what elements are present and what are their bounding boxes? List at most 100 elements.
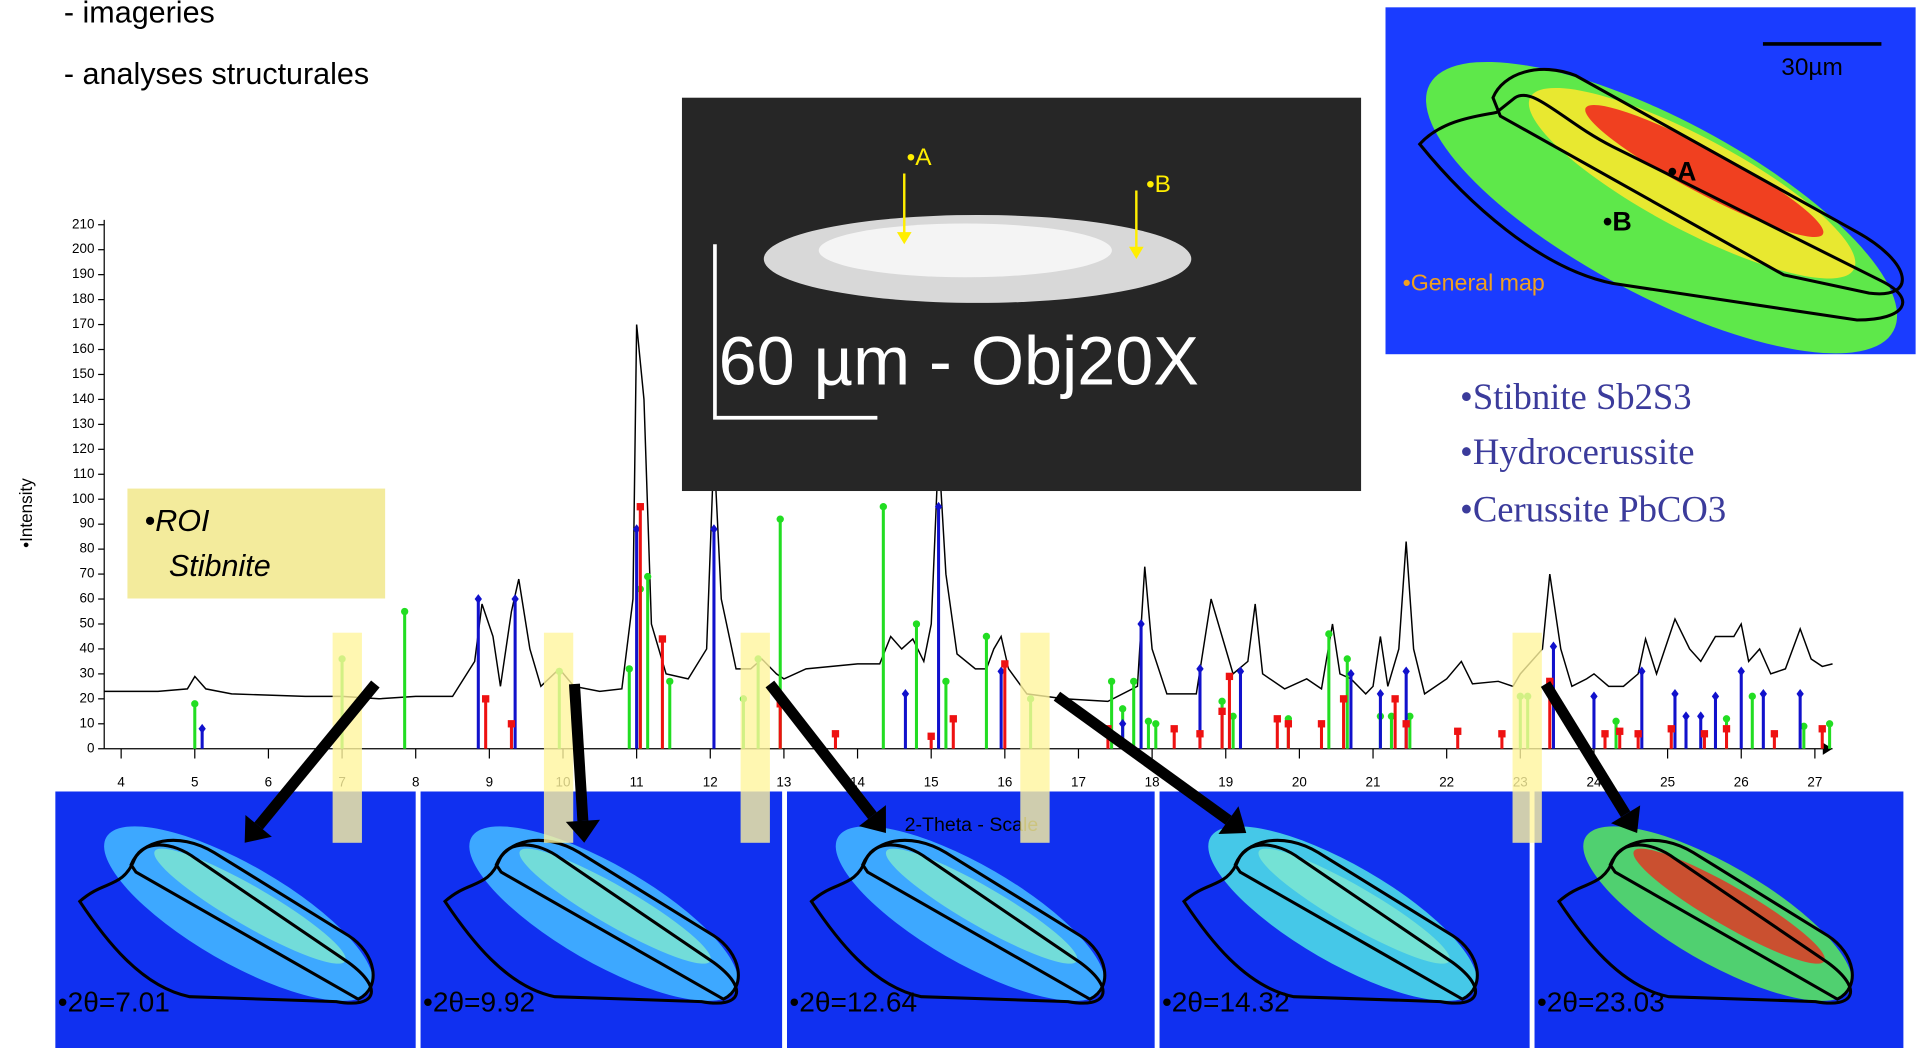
y-tick-label: 0 [87,740,94,755]
stick-marker [1671,689,1678,699]
x-tick-label: 5 [191,774,198,789]
stick-marker [902,689,909,699]
scale-label: 60 µm - Obj20X [719,323,1199,399]
map-label: •2θ=14.32 [1162,986,1290,1017]
stick-marker [1152,720,1159,727]
photo: 60 µm - Obj20X •A •B [682,98,1361,491]
stick-marker [1274,715,1281,722]
stick-marker [1226,673,1233,680]
phase-label: •Stibnite Sb2S3 [1460,376,1692,417]
stick-marker [1218,698,1225,705]
point-label: •A [907,144,933,171]
x-tick-label: 12 [703,774,718,789]
x-tick-label: 25 [1660,774,1675,789]
stick-marker [1340,695,1347,702]
stick-marker [637,503,644,510]
stick-marker [1403,667,1410,677]
stick-marker [1391,695,1398,702]
y-tick-label: 70 [80,566,95,581]
stick-marker [1668,725,1675,732]
scale-label: 30µm [1781,54,1843,81]
y-tick-label: 50 [80,616,95,631]
point-label: •B [1146,171,1171,198]
x-tick-label: 15 [924,774,939,789]
roi-band [741,633,770,843]
stick-marker [1108,678,1115,685]
x-axis-label: 2-Theta - Scale [905,814,1039,836]
y-tick-label: 210 [72,216,94,231]
stick-marker [1760,689,1767,699]
bullet: - analyses structurales [64,57,369,91]
roi-band [1513,633,1542,843]
stick-marker [1377,689,1384,699]
roi-label: Stibnite [169,549,271,583]
stick-marker [1826,720,1833,727]
x-tick-label: 6 [265,774,272,789]
map-label: •2θ=12.64 [789,986,917,1017]
stick-marker [950,715,957,722]
stick-marker [508,720,515,727]
stick-marker [1218,708,1225,715]
stick-marker [1196,730,1203,737]
stick-marker [1001,660,1008,667]
stick-marker [1318,720,1325,727]
roi-label: •ROI [145,504,210,538]
y-tick-label: 110 [73,466,94,481]
stick-marker [1819,725,1826,732]
stick-marker [1171,725,1178,732]
y-tick-label: 100 [72,491,94,506]
stick-marker [1119,719,1126,729]
general-map: 30µm •A •B •General map [1386,7,1916,409]
y-tick-label: 20 [80,690,95,705]
stick-marker [1796,689,1803,699]
x-tick-label: 4 [117,774,125,789]
y-tick-label: 30 [80,665,95,680]
map-caption: •General map [1403,270,1545,296]
stick-marker [659,635,666,642]
stick-marker [1137,619,1144,629]
y-tick-label: 160 [72,341,94,356]
y-tick-label: 180 [72,291,94,306]
stick-marker [942,678,949,685]
stick-marker [1130,678,1137,685]
stick-marker [475,594,482,604]
stick-marker [1601,730,1608,737]
y-tick-label: 60 [80,591,95,606]
map-label: •2θ=23.03 [1537,986,1665,1017]
stick-marker [1712,691,1719,701]
y-tick-label: 10 [80,715,95,730]
stick-marker [1454,728,1461,735]
y-tick-label: 40 [80,640,95,655]
stick-marker [1612,718,1619,725]
roi-band [544,633,573,843]
point-label: •B [1603,207,1632,237]
roi-band [1020,633,1049,843]
stick-marker [1344,655,1351,662]
x-tick-label: 22 [1439,774,1454,789]
y-tick-label: 130 [72,416,94,431]
stick-marker [644,573,651,580]
stick-marker [1237,667,1244,677]
y-tick-label: 80 [80,541,95,556]
y-axis-label: •Intensity [17,478,36,548]
stick-marker [1697,711,1704,721]
y-tick-label: 120 [72,441,94,456]
stick-marker [928,733,935,740]
stick-marker [1634,730,1641,737]
x-tick-label: 11 [630,774,644,789]
y-tick-label: 200 [72,241,94,256]
stick-marker [1771,730,1778,737]
stick-marker [1682,711,1689,721]
x-tick-label: 17 [1071,774,1086,789]
stick-marker [832,730,839,737]
stick-marker [1403,720,1410,727]
stick-marker [1616,728,1623,735]
x-tick-label: 27 [1807,774,1822,789]
stick-marker [1590,691,1597,701]
y-tick-label: 140 [72,391,94,406]
y-tick-label: 150 [72,366,94,381]
stick-marker [1119,705,1126,712]
stick-marker [880,503,887,510]
stick-marker [1749,693,1756,700]
y-tick-label: 190 [72,266,94,281]
